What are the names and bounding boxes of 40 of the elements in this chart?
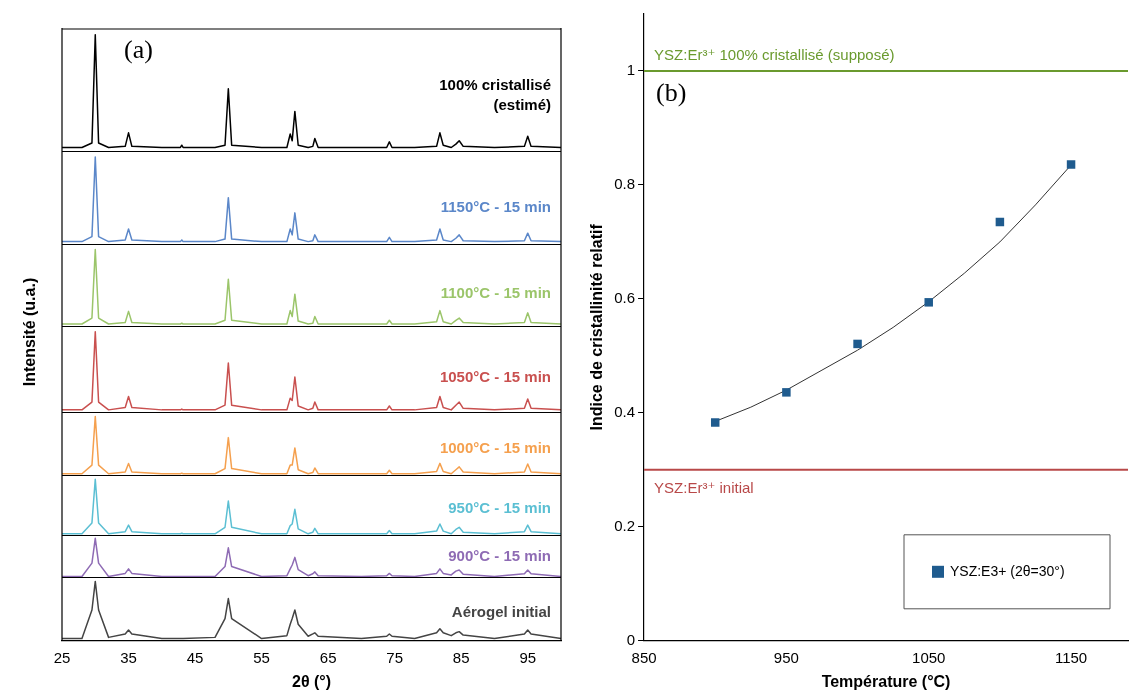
y-tick-label: 0 [626, 630, 636, 648]
y-tick-label: 0.8 [614, 175, 636, 193]
point [924, 298, 933, 307]
series-label: 950°C - 15 min [448, 499, 551, 517]
annotation: (b) [656, 77, 687, 107]
x-axis-title: 2θ (°) [291, 672, 332, 690]
point [1066, 160, 1076, 169]
annotation: (a) [124, 34, 153, 64]
series-label: 1050°C - 15 min [439, 368, 551, 386]
series-label: 900°C - 15 min [448, 547, 551, 565]
x-tick-label: 45 [186, 648, 204, 666]
x-tick-label: 75 [386, 648, 404, 666]
x-tick-label: 65 [319, 648, 337, 666]
ref-line-label: YSZ:Er³⁺ initial [654, 479, 754, 497]
x-tick-label: 35 [120, 648, 137, 666]
x-tick-label: 1050 [912, 648, 946, 666]
x-tick-label: 950 [773, 648, 799, 666]
x-tick-label: 25 [53, 648, 71, 666]
series-label: 1000°C - 15 min [439, 438, 551, 456]
series-label: 1150°C - 15 min [440, 198, 551, 216]
series-label: Aérogel initial [451, 603, 551, 621]
x-tick-label: 55 [253, 648, 270, 666]
legend-label: YSZ:E3+ (2θ=30°) [950, 562, 1065, 579]
y-tick-label: 0.6 [614, 289, 636, 307]
y-axis-title: Indice de cristallinité relatif [588, 223, 606, 431]
y-tick-label: 0.2 [614, 516, 636, 534]
series-label: 100% cristallisé (estimé) [439, 75, 551, 113]
x-tick-label: 850 [631, 648, 657, 666]
y-axis-title: Intensité (u.a.) [21, 277, 39, 387]
point [853, 339, 862, 349]
x-tick-label: 85 [452, 648, 470, 666]
x-tick-label: 1150 [1054, 648, 1088, 666]
x-tick-label: 95 [519, 648, 537, 666]
y-tick-label: 1 [626, 61, 636, 79]
x-axis-title: Température (°C) [821, 672, 951, 690]
point [710, 418, 720, 427]
y-tick-label: 0.4 [614, 403, 636, 421]
ref-line-label: YSZ:Er³⁺ 100% cristallisé (supposé) [654, 45, 895, 63]
series-label: 1100°C - 15 min [440, 283, 551, 301]
point [782, 388, 791, 397]
